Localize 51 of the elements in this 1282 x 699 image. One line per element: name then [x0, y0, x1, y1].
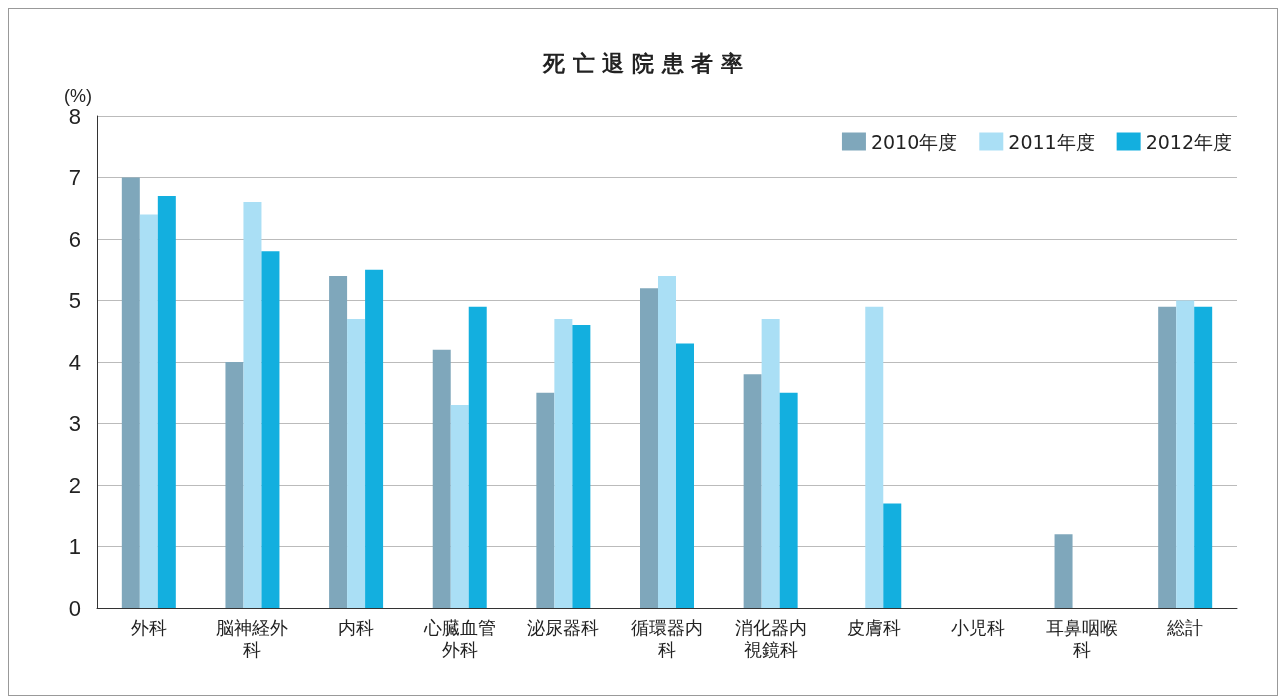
y-tick-label: 3 [68, 411, 81, 436]
bar [347, 318, 366, 608]
x-tick-label: 小児科 [950, 616, 1005, 638]
bar [554, 318, 573, 608]
bar [157, 195, 176, 608]
y-tick-label: 2 [68, 472, 81, 498]
bar [121, 177, 140, 608]
x-tick-label: 心臓血管外科 [422, 616, 496, 660]
bar [640, 288, 658, 608]
x-tick-label: 脳神経外科 [216, 616, 289, 660]
bar [536, 392, 555, 608]
bar [1158, 306, 1177, 608]
legend-label: 2010年度 [870, 130, 958, 153]
chart-title: 死 亡 退 院 患 者 率 [542, 50, 743, 76]
bar [139, 214, 158, 608]
x-tick-label: 外科 [130, 616, 167, 638]
bar [1176, 300, 1195, 608]
bar [572, 325, 591, 608]
y-tick-label: 5 [68, 288, 81, 313]
bar [261, 251, 280, 608]
x-tick-label: 泌尿器科 [527, 616, 600, 638]
bar [468, 306, 487, 608]
bar [1194, 306, 1213, 608]
y-tick-label: 1 [68, 534, 81, 559]
legend-label: 2012年度 [1145, 130, 1233, 153]
y-tick-label: 0 [68, 595, 81, 621]
bar [365, 269, 384, 608]
bar [243, 202, 262, 608]
x-tick-label: 皮膚科 [847, 616, 902, 638]
x-tick-label: 消化器内視鏡科 [734, 616, 807, 660]
bar [761, 318, 780, 608]
y-tick-label: 6 [68, 226, 81, 252]
x-tick-label: 耳鼻咽喉科 [1045, 616, 1118, 660]
bar [676, 343, 694, 608]
bar [450, 405, 469, 608]
x-tick-label: 総計 [1166, 616, 1204, 638]
bar [865, 306, 884, 608]
bar [329, 275, 348, 608]
bar [658, 275, 676, 608]
y-axis-title: (%) [64, 86, 92, 107]
x-tick-label: 内科 [338, 616, 375, 638]
y-tick-label: 7 [68, 165, 81, 190]
y-tick-label: 4 [68, 349, 81, 375]
bar [1054, 534, 1073, 608]
bar [225, 362, 244, 608]
bar [743, 374, 762, 608]
bar [779, 392, 798, 608]
legend-label: 2011年度 [1008, 130, 1095, 153]
x-tick-label: 循環器内科 [631, 616, 703, 660]
bar [883, 503, 902, 608]
bar [432, 349, 451, 608]
